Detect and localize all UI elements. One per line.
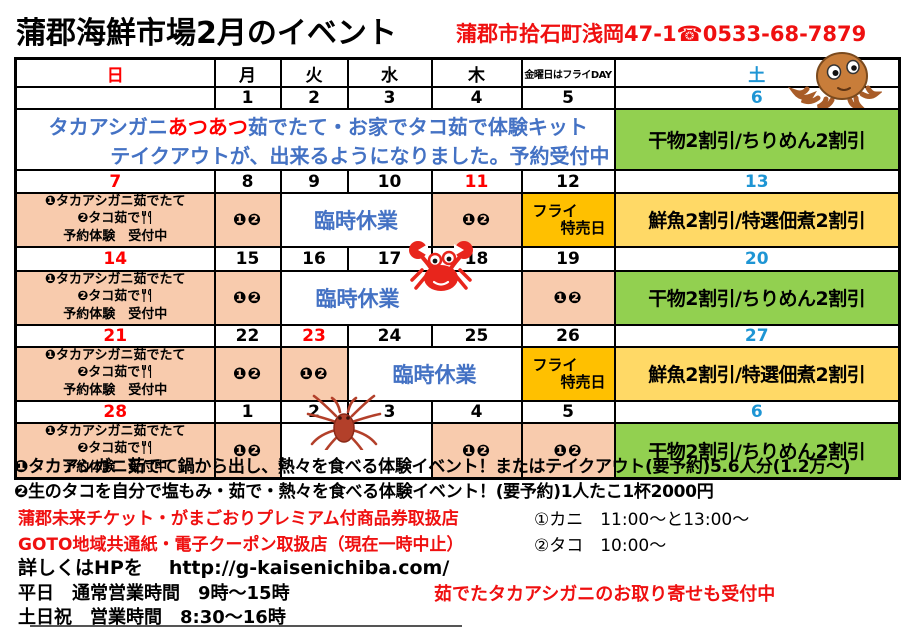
hours-weekday: 平日 通常営業時間 9時～15時 (18, 583, 290, 604)
date-cell: 19 (520, 245, 616, 272)
announcement-line1: タカアシガニあつあつ茹でたて・お家でタコ茹で体験キット (48, 115, 588, 139)
date-cell: 24 (346, 323, 433, 348)
date-cell (14, 86, 216, 110)
saturday-deal-cell: 干物2割引/ちりめん2割引 (613, 108, 901, 171)
day-header-sat: 土 (613, 57, 901, 88)
bottom-divider (30, 625, 462, 627)
date-cell: 10 (346, 169, 433, 194)
closed-cell: 臨時休業 (279, 269, 523, 326)
date-cell: 13 (613, 169, 901, 194)
date-cell: 2 (279, 399, 349, 424)
date-cell: 16 (279, 245, 349, 272)
date-cell: 28 (14, 399, 216, 424)
date-cell: 18 (430, 245, 523, 272)
day-header-thu: 木 (430, 57, 523, 88)
date-cell: 1 (213, 399, 282, 424)
date-cell: 5 (520, 86, 616, 110)
event-row-week1: タカアシガニあつあつ茹でたて・お家でタコ茹で体験キット テイクアウトが、出来るよ… (14, 108, 901, 171)
date-cell: 15 (213, 245, 282, 272)
date-row-week1: 1 2 3 4 5 6 (14, 86, 901, 110)
event-both-cell: ❶❷ (279, 345, 349, 402)
hours-weekend: 土日祝 営業時間 8:30～16時 (18, 607, 286, 628)
note-crab-event: ❶タカアシガニ茹でて鍋から出し、熱々を食べる体験イベント！またはテイクアウト(要… (14, 457, 851, 477)
date-cell: 25 (430, 323, 523, 348)
date-cell: 12 (520, 169, 616, 194)
date-cell: 14 (14, 245, 216, 272)
sunday-event-cell: ❶タカアシガニ茹でたて ❷タコ茹で 予約体験 受付中 (14, 269, 216, 326)
time-crab: ①カニ 11:00～と13:00～ (534, 510, 750, 530)
event-row-week3: ❶タカアシガニ茹でたて ❷タコ茹で 予約体験 受付中 ❶❷ 臨時休業 ❶❷ 干物… (14, 269, 901, 326)
ticket-info-2: GOTO地域共通紙・電子クーポン取扱店（現在一時中止） (18, 535, 464, 555)
date-cell: 5 (520, 399, 616, 424)
event-both-cell: ❶❷ (430, 192, 523, 248)
date-row-week2: 7 8 9 10 11 12 13 (14, 169, 901, 194)
date-cell: 3 (346, 399, 433, 424)
saturday-deal-cell: 干物2割引/ちりめん2割引 (613, 269, 901, 326)
closed-cell: 臨時休業 (279, 192, 433, 248)
date-cell: 27 (613, 323, 901, 348)
saturday-deal-cell: 鮮魚2割引/特選佃煮2割引 (613, 192, 901, 248)
fry-sale-cell: フライ 特売日 (520, 192, 616, 248)
day-header-row: 日 月 火 水 木 金曜日はフライDAY 土 (14, 57, 901, 88)
time-octopus: ②タコ 10:00～ (534, 536, 667, 556)
date-cell: 26 (520, 323, 616, 348)
date-cell: 11 (430, 169, 523, 194)
mail-order-notice: 茹でたタカアシガニのお取り寄せも受付中 (434, 584, 776, 605)
homepage-line: 詳しくはHPを http://g-kaisenichiba.com/ (18, 553, 449, 580)
date-cell: 4 (430, 399, 523, 424)
ticket-info-1: 蒲郡未来チケット・がまごおりプレミアム付商品券取扱店 (18, 509, 459, 529)
saturday-deal-cell: 干物2割引/ちりめん2割引 (613, 421, 901, 480)
cutlery-icon (142, 288, 153, 308)
date-cell: 6 (613, 86, 901, 110)
date-cell: 2 (279, 86, 349, 110)
homepage-label: 詳しくはHPを (18, 557, 143, 579)
cutlery-icon (142, 364, 153, 384)
date-cell: 21 (14, 323, 216, 348)
date-cell: 20 (613, 245, 901, 272)
date-cell: 22 (213, 323, 282, 348)
event-row-week4: ❶タカアシガニ茹でたて ❷タコ茹で 予約体験 受付中 ❶❷ ❶❷ 臨時休業 フラ… (14, 345, 901, 402)
saturday-deal-cell: 鮮魚2割引/特選佃煮2割引 (613, 345, 901, 402)
sunday-event-cell: ❶タカアシガニ茹でたて ❷タコ茹で 予約体験 受付中 (14, 345, 216, 402)
date-cell: 7 (14, 169, 216, 194)
fry-sale-cell: フライ 特売日 (520, 345, 616, 402)
sunday-event-cell: ❶タカアシガニ茹でたて ❷タコ茹で 予約体験 受付中 (14, 421, 216, 480)
day-header-sun: 日 (14, 57, 216, 88)
day-header-wed: 水 (346, 57, 433, 88)
day-header-mon: 月 (213, 57, 282, 88)
event-calendar: 日 月 火 水 木 金曜日はフライDAY 土 1 2 3 4 5 6 タカアシガ… (14, 57, 901, 480)
announcement-line2: テイクアウトが、出来るようになりました。予約受付中 (110, 144, 610, 168)
page-title: 蒲郡海鮮市場2月のイベント (16, 16, 397, 51)
date-cell: 4 (430, 86, 523, 110)
day-header-fri: 金曜日はフライDAY (520, 57, 616, 88)
event-both-cell: ❶❷ (213, 421, 282, 480)
announcement-cell: タカアシガニあつあつ茹でたて・お家でタコ茹で体験キット テイクアウトが、出来るよ… (14, 108, 616, 171)
address-phone: 蒲郡市拾石町浅岡47-1☎0533-68-7879 (456, 22, 867, 46)
date-row-week3: 14 15 16 17 18 19 20 (14, 245, 901, 272)
date-cell: 3 (346, 86, 433, 110)
note-octopus-event: ❷生のタコを自分で塩もみ・茹で・熱々を食べる体験イベント！(要予約)1人たこ1杯… (14, 482, 714, 502)
event-both-cell: ❶❷ (430, 421, 523, 480)
date-row-week5: 28 1 2 3 4 5 6 (14, 399, 901, 424)
event-row-week2: ❶タカアシガニ茹でたて ❷タコ茹で 予約体験 受付中 ❶❷ 臨時休業 ❶❷ フラ… (14, 192, 901, 248)
cutlery-icon (142, 210, 153, 230)
date-cell: 8 (213, 169, 282, 194)
closed-cell: 臨時休業 (346, 345, 523, 402)
date-cell: 9 (279, 169, 349, 194)
event-both-cell: ❶❷ (213, 192, 282, 248)
date-cell: 23 (279, 323, 349, 348)
homepage-url[interactable]: http://g-kaisenichiba.com/ (168, 557, 450, 579)
event-both-cell: ❶❷ (213, 269, 282, 326)
event-both-cell: ❶❷ (520, 421, 616, 480)
date-cell: 17 (346, 245, 433, 272)
cutlery-icon (142, 440, 153, 460)
date-cell: 6 (613, 399, 901, 424)
event-both-cell: ❶❷ (520, 269, 616, 326)
date-row-week4: 21 22 23 24 25 26 27 (14, 323, 901, 348)
event-both-cell: ❶❷ (213, 345, 282, 402)
date-cell: 1 (213, 86, 282, 110)
day-header-tue: 火 (279, 57, 349, 88)
sunday-event-cell: ❶タカアシガニ茹でたて ❷タコ茹で 予約体験 受付中 (14, 192, 216, 248)
